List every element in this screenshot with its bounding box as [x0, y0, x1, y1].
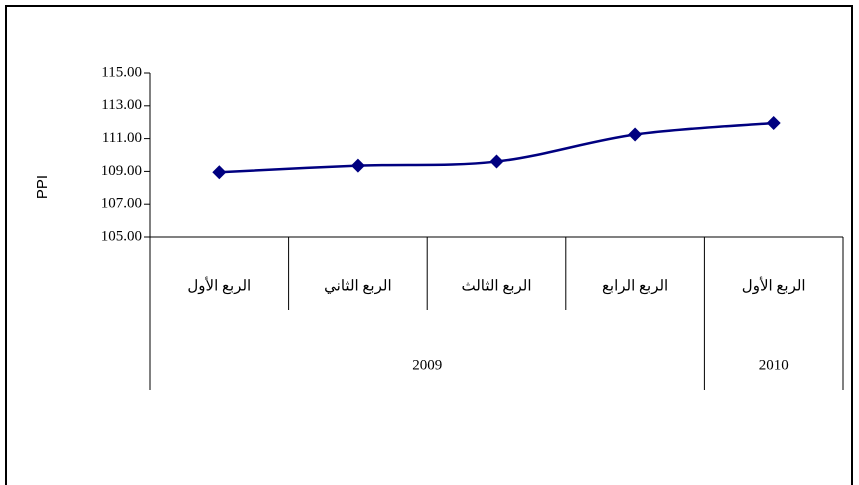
x-tick-label: الربع الثاني	[324, 278, 391, 294]
point-marker	[489, 154, 504, 169]
group-label: 2009	[412, 357, 442, 373]
point-marker	[212, 165, 227, 180]
y-tick-label: 113.00	[101, 97, 142, 113]
x-tick-label: الربع الأول	[187, 276, 251, 294]
x-tick-label: الربع الأول	[742, 276, 806, 294]
y-axis-label: PPI	[34, 175, 51, 199]
point-marker	[628, 127, 643, 142]
y-tick-label: 115.00	[101, 64, 142, 80]
y-tick-label: 105.00	[101, 228, 142, 244]
point-marker	[350, 158, 365, 173]
frame	[5, 5, 853, 485]
y-tick-label: 111.00	[102, 130, 142, 146]
y-tick-label: 107.00	[101, 196, 142, 212]
y-tick-label: 109.00	[101, 163, 142, 179]
group-label: 2010	[759, 357, 789, 373]
x-tick-label: الربع الثالث	[461, 278, 531, 294]
x-tick-label: الربع الرابع	[602, 278, 668, 294]
point-marker	[766, 116, 781, 131]
